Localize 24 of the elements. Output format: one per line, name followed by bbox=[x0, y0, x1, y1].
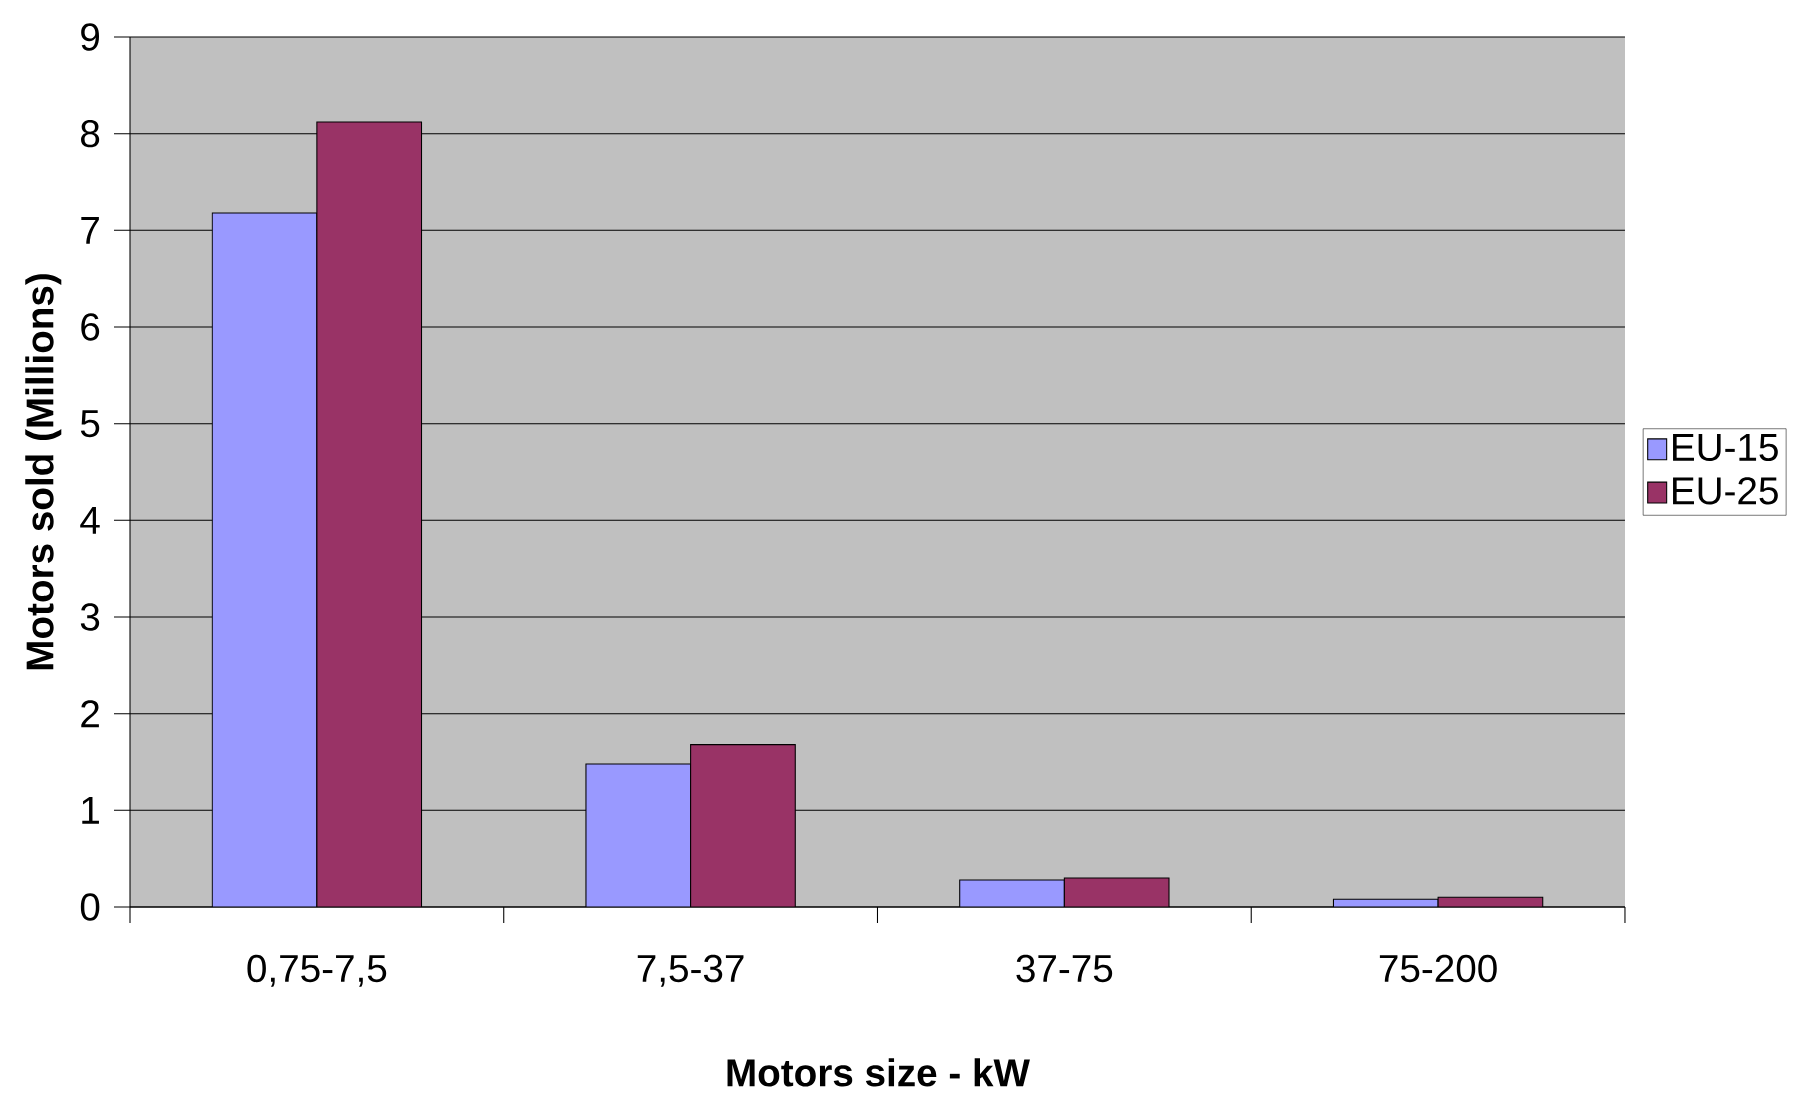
y-tick-label: 6 bbox=[81, 313, 100, 341]
bar bbox=[585, 763, 692, 907]
bar bbox=[316, 121, 423, 907]
y-tick-label: 5 bbox=[80, 409, 100, 437]
y-tick-label: 2 bbox=[81, 699, 99, 727]
y-axis-title: Motors sold (Millions) bbox=[25, 273, 62, 669]
x-axis-title: Motors size - kW bbox=[727, 1057, 1030, 1087]
x-tick-label: 7,5-37 bbox=[637, 954, 744, 987]
y-tick-label: 3 bbox=[80, 603, 100, 631]
bar bbox=[211, 212, 318, 907]
y-tick-label: 4 bbox=[80, 506, 100, 534]
y-tick-label: 0 bbox=[80, 893, 100, 921]
legend-label: EU-15 bbox=[1673, 433, 1778, 461]
y-tick-label: 1 bbox=[82, 796, 99, 824]
legend-label: EU-25 bbox=[1673, 476, 1778, 505]
bar bbox=[1063, 877, 1170, 907]
y-tick-label: 7 bbox=[81, 216, 99, 244]
bar bbox=[959, 879, 1065, 907]
x-tick-label: 0,75-7,5 bbox=[247, 954, 387, 987]
x-tick-label: 75-200 bbox=[1379, 954, 1497, 982]
y-tick-label: 9 bbox=[81, 23, 100, 51]
y-tick-label: 8 bbox=[81, 119, 100, 148]
bar bbox=[690, 743, 796, 907]
x-tick-label: 37-75 bbox=[1016, 954, 1113, 982]
